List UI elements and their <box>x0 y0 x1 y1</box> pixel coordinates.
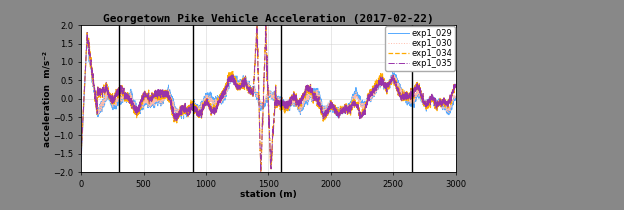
exp1_030 <box>444 106 452 109</box>
exp1_034 <box>444 104 452 107</box>
exp1_035 <box>444 103 452 106</box>
Line: exp1_035: exp1_035 <box>81 25 456 172</box>
Legend: exp1_029, exp1_030, exp1_034, exp1_035: exp1_029, exp1_030, exp1_034, exp1_035 <box>386 26 455 71</box>
Title: Georgetown Pike Vehicle Acceleration (2017-02-22): Georgetown Pike Vehicle Acceleration (20… <box>103 14 434 24</box>
Line: exp1_029: exp1_029 <box>81 33 456 161</box>
exp1_035 <box>237 85 245 88</box>
exp1_030 <box>452 96 459 98</box>
exp1_035 <box>142 93 150 96</box>
exp1_034 <box>120 89 127 92</box>
exp1_030 <box>84 31 91 34</box>
X-axis label: station (m): station (m) <box>240 190 296 199</box>
Line: exp1_034: exp1_034 <box>81 25 456 172</box>
exp1_035 <box>120 88 127 91</box>
exp1_030 <box>120 96 128 99</box>
exp1_035 <box>404 93 412 96</box>
exp1_030 <box>77 160 85 163</box>
exp1_035 <box>262 24 270 26</box>
exp1_034 <box>257 171 265 173</box>
exp1_029 <box>237 83 245 86</box>
exp1_034 <box>237 86 245 88</box>
exp1_029 <box>404 102 412 104</box>
exp1_030 <box>221 93 228 95</box>
exp1_030 <box>142 96 150 98</box>
exp1_029 <box>77 160 85 163</box>
exp1_030 <box>237 84 245 86</box>
exp1_029 <box>452 97 459 99</box>
exp1_035 <box>221 89 228 92</box>
exp1_034 <box>142 94 150 96</box>
exp1_029 <box>120 97 128 99</box>
Line: exp1_030: exp1_030 <box>81 33 456 161</box>
exp1_034 <box>77 152 85 155</box>
exp1_029 <box>444 108 452 110</box>
Y-axis label: acceleration  m/s⁻²: acceleration m/s⁻² <box>43 51 52 147</box>
exp1_034 <box>452 83 459 85</box>
exp1_029 <box>142 96 150 98</box>
exp1_035 <box>257 171 265 173</box>
exp1_029 <box>84 31 91 34</box>
exp1_035 <box>452 83 459 85</box>
exp1_034 <box>404 92 412 95</box>
exp1_030 <box>404 99 412 102</box>
exp1_035 <box>77 152 85 155</box>
exp1_034 <box>253 24 261 26</box>
exp1_034 <box>221 86 228 89</box>
exp1_029 <box>221 94 228 96</box>
